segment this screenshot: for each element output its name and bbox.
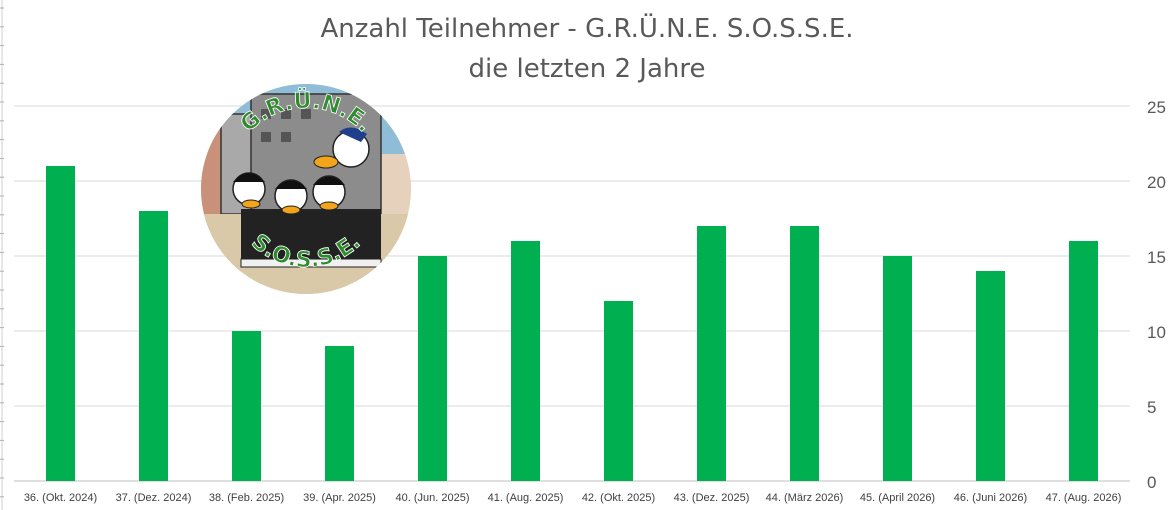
bar (604, 301, 633, 481)
x-tick-label: 37. (Dez. 2024) (116, 492, 192, 504)
bar (697, 226, 726, 481)
x-tick-label: 46. (Juni 2026) (954, 492, 1027, 504)
y-tick-label: 10 (1147, 323, 1166, 342)
y-tick-label: 25 (1147, 98, 1166, 117)
y-tick-label: 20 (1147, 173, 1166, 192)
bar (325, 346, 354, 481)
x-tick-label: 43. (Dez. 2025) (674, 492, 750, 504)
chart-title-line-2: die letzten 2 Jahre (468, 54, 706, 84)
x-tick-label: 47. (Aug. 2026) (1046, 492, 1122, 504)
x-tick-label: 44. (März 2026) (766, 492, 844, 504)
bar (1069, 241, 1098, 481)
bar (139, 211, 168, 481)
x-tick-label: 40. (Jun. 2025) (396, 492, 470, 504)
y-tick-label: 5 (1147, 398, 1156, 417)
x-tick-label: 36. (Okt. 2024) (24, 492, 97, 504)
bar (46, 166, 75, 481)
bar (232, 331, 261, 481)
bar (976, 271, 1005, 481)
chart-title-line-1: Anzahl Teilnehmer - G.R.Ü.N.E. S.O.S.S.E… (320, 14, 854, 44)
gruene-sosse-logo: G.R.Ü.N.E. S.O.S.S.E. (201, 84, 411, 294)
y-tick-label: 0 (1147, 473, 1156, 492)
x-tick-label: 39. (Apr. 2025) (303, 492, 376, 504)
x-tick-label: 38. (Feb. 2025) (209, 492, 284, 504)
bar (511, 241, 540, 481)
x-tick-label: 45. (April 2026) (860, 492, 935, 504)
y-tick-label: 15 (1147, 248, 1166, 267)
x-tick-label: 42. (Okt. 2025) (582, 492, 655, 504)
bar (418, 256, 447, 481)
x-tick-label: 41. (Aug. 2025) (488, 492, 564, 504)
bar (790, 226, 819, 481)
bar (883, 256, 912, 481)
